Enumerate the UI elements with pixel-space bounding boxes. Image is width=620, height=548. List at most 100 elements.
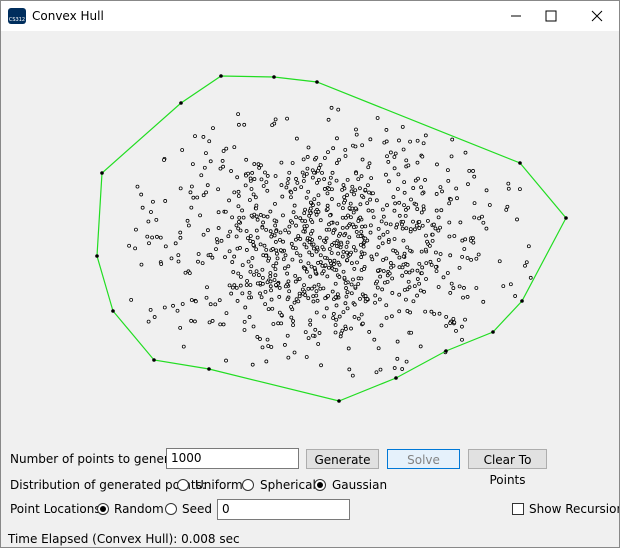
point (274, 248, 279, 253)
point (139, 262, 144, 267)
recursion-checkbox[interactable] (512, 503, 524, 515)
point (337, 262, 342, 267)
point (439, 208, 444, 213)
point (338, 245, 343, 250)
point (438, 225, 442, 230)
point (386, 160, 391, 164)
point (195, 195, 200, 200)
points (127, 105, 533, 378)
point (243, 305, 248, 310)
point (367, 161, 372, 166)
point (345, 250, 349, 255)
radio-spherical[interactable] (242, 479, 254, 491)
point (384, 172, 388, 177)
point (234, 223, 239, 228)
point (314, 310, 319, 315)
point (339, 331, 344, 336)
point (336, 251, 341, 256)
radio-seed[interactable] (165, 503, 177, 515)
point (336, 107, 341, 112)
point (448, 321, 453, 326)
point (218, 322, 223, 327)
clear-button[interactable]: Clear To Points (468, 449, 547, 487)
point (279, 321, 284, 326)
point (353, 144, 358, 149)
point (316, 282, 321, 287)
point (341, 310, 346, 315)
point (314, 293, 319, 298)
points-input[interactable]: 1000 (166, 448, 299, 469)
point (423, 133, 428, 138)
point (372, 337, 377, 342)
point (189, 205, 194, 210)
point (302, 211, 307, 215)
point (376, 226, 381, 231)
point (322, 156, 327, 160)
point (154, 217, 159, 222)
point (307, 250, 312, 255)
point (418, 288, 423, 293)
point (376, 245, 381, 249)
point (449, 281, 454, 286)
seed-input[interactable]: 0 (217, 499, 350, 520)
point (249, 213, 254, 218)
point (291, 319, 295, 323)
point (183, 270, 188, 275)
point (311, 242, 316, 247)
point (340, 187, 345, 192)
point (303, 330, 308, 335)
radio-uniform[interactable] (177, 479, 189, 491)
point (360, 157, 365, 162)
point (360, 224, 364, 229)
point (275, 256, 280, 261)
point (273, 174, 278, 178)
point (272, 278, 277, 282)
point (328, 213, 332, 218)
radio-random[interactable] (97, 503, 109, 515)
point (390, 276, 395, 281)
point (388, 222, 393, 227)
point (278, 230, 283, 235)
point (262, 243, 267, 248)
solve-button[interactable]: Solve (387, 449, 460, 469)
point (350, 373, 355, 378)
point (315, 180, 319, 185)
point (309, 286, 314, 291)
maximize-button[interactable] (545, 10, 557, 22)
point (318, 253, 323, 258)
generate-button[interactable]: Generate (306, 449, 379, 469)
point (248, 239, 253, 243)
point (274, 229, 278, 234)
point (353, 248, 358, 253)
radio-gaussian[interactable] (314, 479, 326, 491)
point (409, 197, 413, 202)
point (460, 337, 464, 342)
point (238, 228, 243, 233)
point (422, 289, 426, 294)
point (313, 327, 318, 332)
point (270, 306, 275, 311)
point (421, 207, 426, 212)
point (345, 290, 350, 294)
point (289, 304, 293, 309)
point (391, 195, 396, 199)
hull-vertex (564, 216, 568, 220)
point (480, 214, 484, 219)
point (242, 122, 247, 127)
point (311, 333, 315, 338)
point (340, 206, 345, 211)
point (326, 150, 330, 155)
point (282, 266, 287, 271)
point (327, 181, 332, 186)
point (316, 177, 321, 182)
point (229, 291, 234, 296)
close-button[interactable] (591, 10, 603, 22)
point (371, 215, 376, 220)
point (247, 290, 252, 295)
convex-hull (96, 75, 567, 402)
point (449, 154, 454, 159)
point (257, 165, 262, 170)
point (260, 225, 265, 230)
point (463, 317, 467, 322)
point (434, 208, 439, 213)
